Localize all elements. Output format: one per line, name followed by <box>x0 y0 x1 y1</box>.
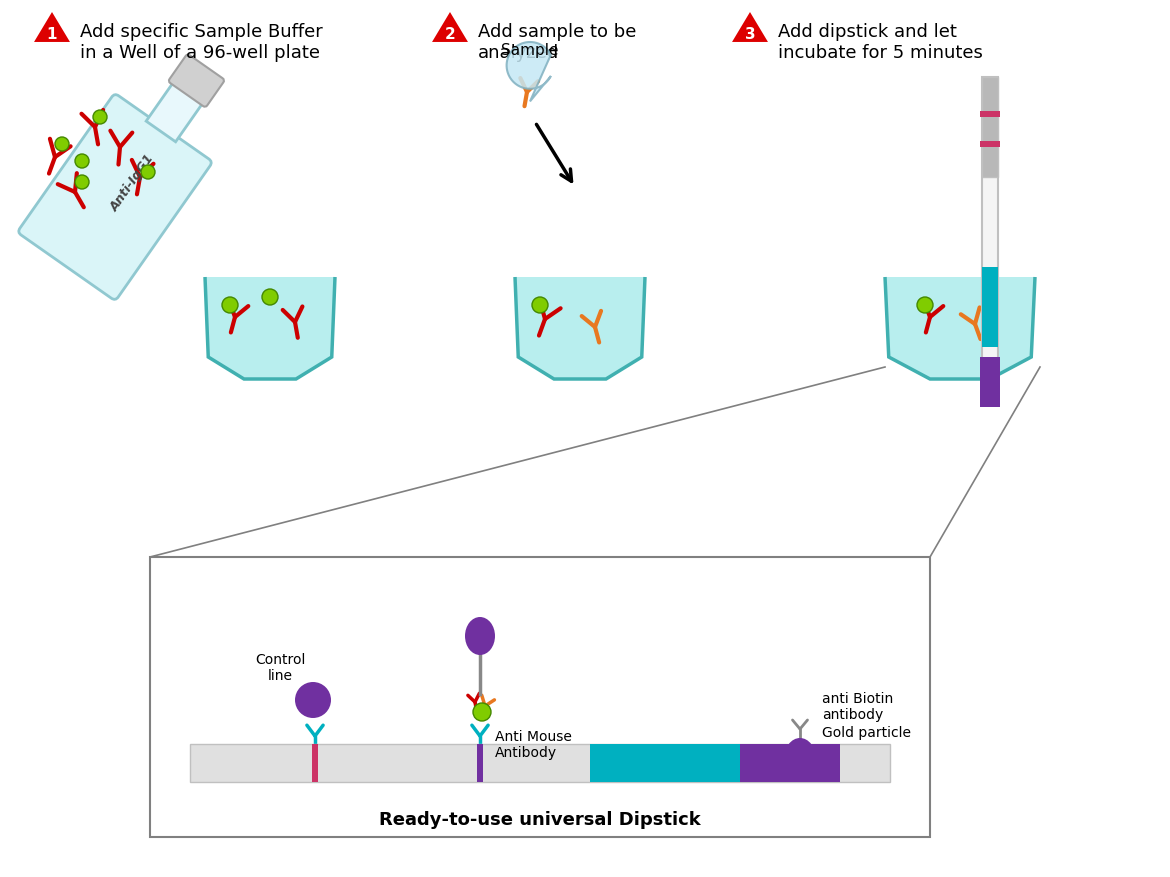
Circle shape <box>917 297 932 314</box>
Circle shape <box>295 682 331 718</box>
Polygon shape <box>885 278 1035 380</box>
Bar <box>980 112 1000 118</box>
Text: anti Biotin
antibody: anti Biotin antibody <box>823 691 893 721</box>
Circle shape <box>55 138 69 152</box>
Bar <box>477 745 483 782</box>
Polygon shape <box>431 11 470 44</box>
Text: Add sample to be
analyzed: Add sample to be analyzed <box>479 23 636 61</box>
Polygon shape <box>515 278 645 380</box>
Polygon shape <box>730 11 770 44</box>
FancyBboxPatch shape <box>168 55 223 108</box>
Bar <box>980 142 1000 148</box>
Circle shape <box>92 111 106 125</box>
FancyBboxPatch shape <box>19 96 212 300</box>
Circle shape <box>222 297 238 314</box>
Bar <box>146 81 205 143</box>
Bar <box>190 745 890 782</box>
Text: Add specific Sample Buffer
in a Well of a 96-well plate: Add specific Sample Buffer in a Well of … <box>80 23 323 61</box>
Text: Add dipstick and let
incubate for 5 minutes: Add dipstick and let incubate for 5 minu… <box>778 23 983 61</box>
Bar <box>980 358 1000 408</box>
Circle shape <box>75 155 89 168</box>
Bar <box>982 267 998 347</box>
Text: Anti-IgG1: Anti-IgG1 <box>109 152 158 214</box>
Circle shape <box>142 166 154 180</box>
Text: Anti Mouse
Antibody: Anti Mouse Antibody <box>495 729 572 759</box>
Ellipse shape <box>784 738 815 781</box>
Bar <box>150 558 930 837</box>
Circle shape <box>262 289 278 306</box>
PathPatch shape <box>507 43 551 103</box>
Text: 3: 3 <box>744 26 756 41</box>
Text: 2: 2 <box>445 26 455 41</box>
Text: Gold particle: Gold particle <box>823 725 911 739</box>
Text: Sample: Sample <box>501 43 559 58</box>
Text: Ready-to-use universal Dipstick: Ready-to-use universal Dipstick <box>379 810 701 828</box>
Polygon shape <box>33 11 71 44</box>
Bar <box>982 78 998 178</box>
Circle shape <box>532 297 548 314</box>
Circle shape <box>473 703 491 721</box>
Bar <box>590 745 739 782</box>
Bar <box>982 78 998 378</box>
Circle shape <box>75 175 89 189</box>
Text: Control
line: Control line <box>255 652 305 682</box>
Bar <box>312 745 318 782</box>
Text: 1: 1 <box>47 26 57 41</box>
Ellipse shape <box>464 617 495 655</box>
Bar <box>739 745 840 782</box>
Polygon shape <box>205 278 335 380</box>
